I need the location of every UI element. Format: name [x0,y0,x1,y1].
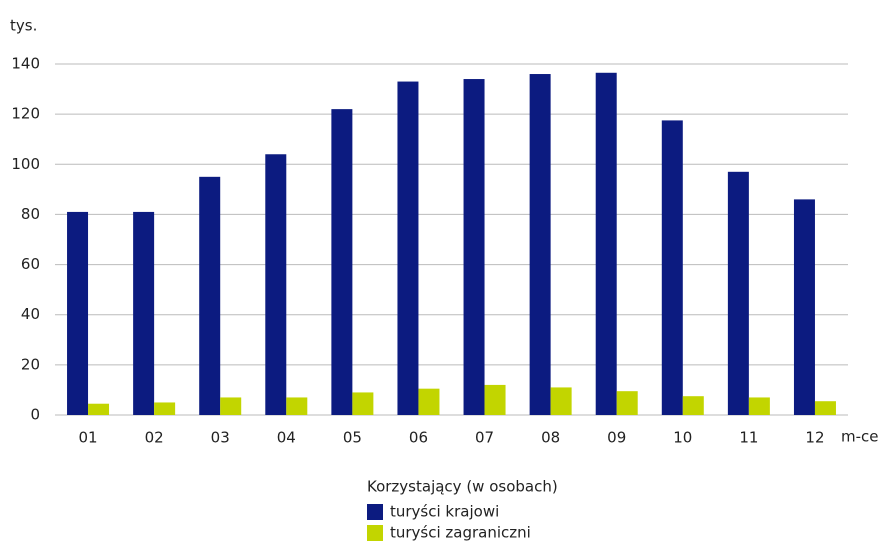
x-tick-label: 05 [343,429,362,447]
legend-label: turyści krajowi [390,503,499,521]
y-tick-label: 80 [21,205,40,223]
bar [67,211,89,415]
x-tick-label: 12 [805,429,824,447]
y-axis-label: tys. [10,17,37,35]
bar [133,211,155,415]
y-tick-label: 60 [21,255,40,273]
bar [748,397,770,415]
x-tick-label: 07 [475,429,494,447]
bar [418,388,440,415]
bar [484,384,506,415]
legend-title: Korzystający (w osobach) [367,478,558,496]
y-tick-label: 40 [21,305,40,323]
bar [814,401,836,415]
legend-swatch [367,504,383,520]
bar [661,120,683,416]
bar [616,391,638,415]
y-tick-label: 100 [11,155,40,173]
bar [88,403,110,415]
bar [331,109,353,415]
x-tick-label: 11 [739,429,758,447]
bar [529,74,551,416]
bar [682,396,704,415]
bar [265,154,287,415]
bar [154,402,176,415]
y-tick-label: 120 [11,105,40,123]
bar [199,176,221,415]
legend-swatch [367,525,383,541]
x-tick-label: 09 [607,429,626,447]
bar [727,171,749,415]
bar [220,397,242,415]
x-tick-label: 03 [211,429,230,447]
x-tick-label: 01 [78,429,97,447]
x-axis-label: m-ce [841,428,879,446]
bar [397,81,419,416]
bar [793,199,815,415]
x-tick-label: 02 [145,429,164,447]
bar [352,392,374,415]
x-tick-label: 04 [277,429,296,447]
x-tick-label: 08 [541,429,560,447]
bar [595,72,617,416]
x-tick-label: 10 [673,429,692,447]
x-tick-label: 06 [409,429,428,447]
bar [286,397,308,415]
y-tick-label: 140 [11,55,40,73]
y-tick-label: 20 [21,355,40,373]
bar [550,387,572,415]
bar [463,79,485,416]
y-tick-label: 0 [30,406,40,424]
legend-label: turyści zagraniczni [390,524,531,542]
